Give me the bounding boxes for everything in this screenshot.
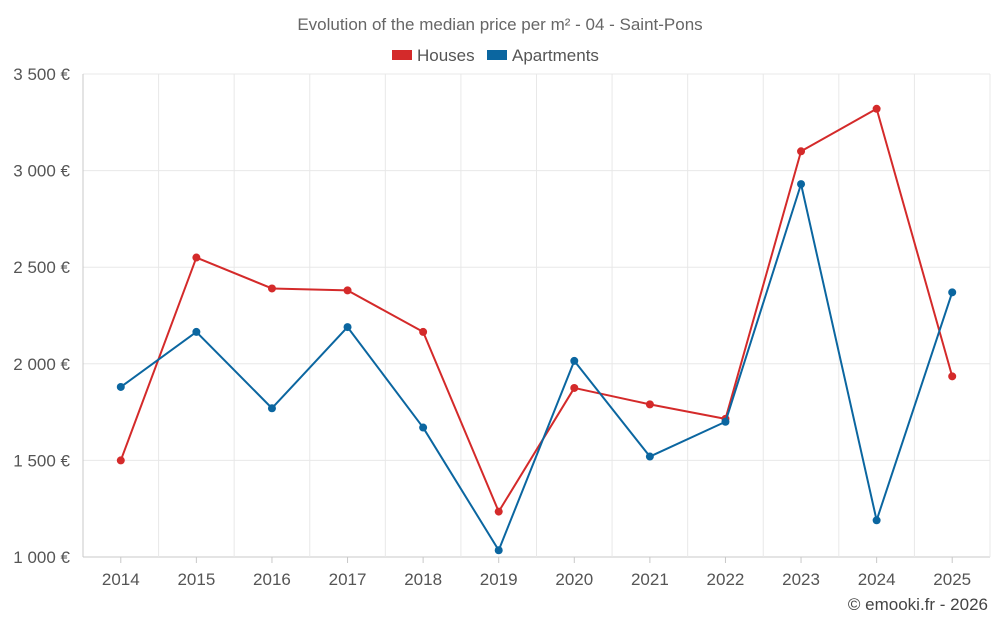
- data-point-apartments: [419, 423, 428, 432]
- legend-swatch-houses: [392, 50, 412, 60]
- x-tick-label: 2022: [707, 570, 745, 589]
- x-tick-label: 2015: [177, 570, 215, 589]
- data-point-apartments: [570, 356, 579, 365]
- x-tick-label: 2025: [933, 570, 971, 589]
- data-point-houses: [267, 284, 276, 293]
- data-point-houses: [645, 400, 654, 409]
- axes: 1 000 € 1 500 € 2 000 € 2 500 € 3 000 € 3 500…: [13, 65, 971, 589]
- y-tick-label: 1 500 €: [13, 451, 70, 470]
- y-tick-label: 3 000 €: [13, 162, 70, 181]
- data-point-apartments: [872, 516, 881, 525]
- data-point-houses: [116, 456, 125, 465]
- data-point-apartments: [797, 180, 806, 189]
- data-point-houses: [192, 253, 201, 262]
- data-point-apartments: [494, 546, 503, 555]
- x-tick-label: 2019: [480, 570, 518, 589]
- x-tick-label: 2014: [102, 570, 140, 589]
- legend: Houses Apartments: [392, 46, 599, 65]
- legend-swatch-apartments: [487, 50, 507, 60]
- x-tick-label: 2020: [555, 570, 593, 589]
- y-tick-label: 1 000 €: [13, 548, 70, 567]
- series-line-houses: [119, 107, 954, 513]
- data-point-apartments: [192, 327, 201, 336]
- data-point-apartments: [948, 288, 957, 297]
- y-tick-label: 3 500 €: [13, 65, 70, 84]
- data-point-houses: [343, 286, 352, 295]
- data-point-houses: [570, 383, 579, 392]
- chart-title: Evolution of the median price per m² - 0…: [297, 15, 702, 34]
- data-point-apartments: [343, 323, 352, 332]
- y-tick-label: 2 000 €: [13, 355, 70, 374]
- credit-text: © emooki.fr - 2026: [848, 595, 988, 614]
- data-point-apartments: [267, 404, 276, 413]
- x-tick-label: 2023: [782, 570, 820, 589]
- series-group: [116, 104, 957, 555]
- x-tick-label: 2017: [329, 570, 367, 589]
- data-point-houses: [797, 147, 806, 156]
- data-point-houses: [872, 104, 881, 113]
- x-tick-label: 2021: [631, 570, 669, 589]
- data-point-apartments: [645, 452, 654, 461]
- y-tick-label: 2 500 €: [13, 258, 70, 277]
- data-point-apartments: [116, 382, 125, 391]
- data-point-houses: [948, 372, 957, 381]
- x-tick-label: 2018: [404, 570, 442, 589]
- legend-label-houses: Houses: [417, 46, 475, 65]
- x-tick-label: 2024: [858, 570, 896, 589]
- legend-label-apartments: Apartments: [512, 46, 599, 65]
- grid: [82, 73, 991, 558]
- data-point-houses: [494, 507, 503, 516]
- data-point-houses: [419, 327, 428, 336]
- series-line-apartments: [120, 183, 954, 552]
- data-point-apartments: [721, 417, 730, 426]
- x-tick-label: 2016: [253, 570, 291, 589]
